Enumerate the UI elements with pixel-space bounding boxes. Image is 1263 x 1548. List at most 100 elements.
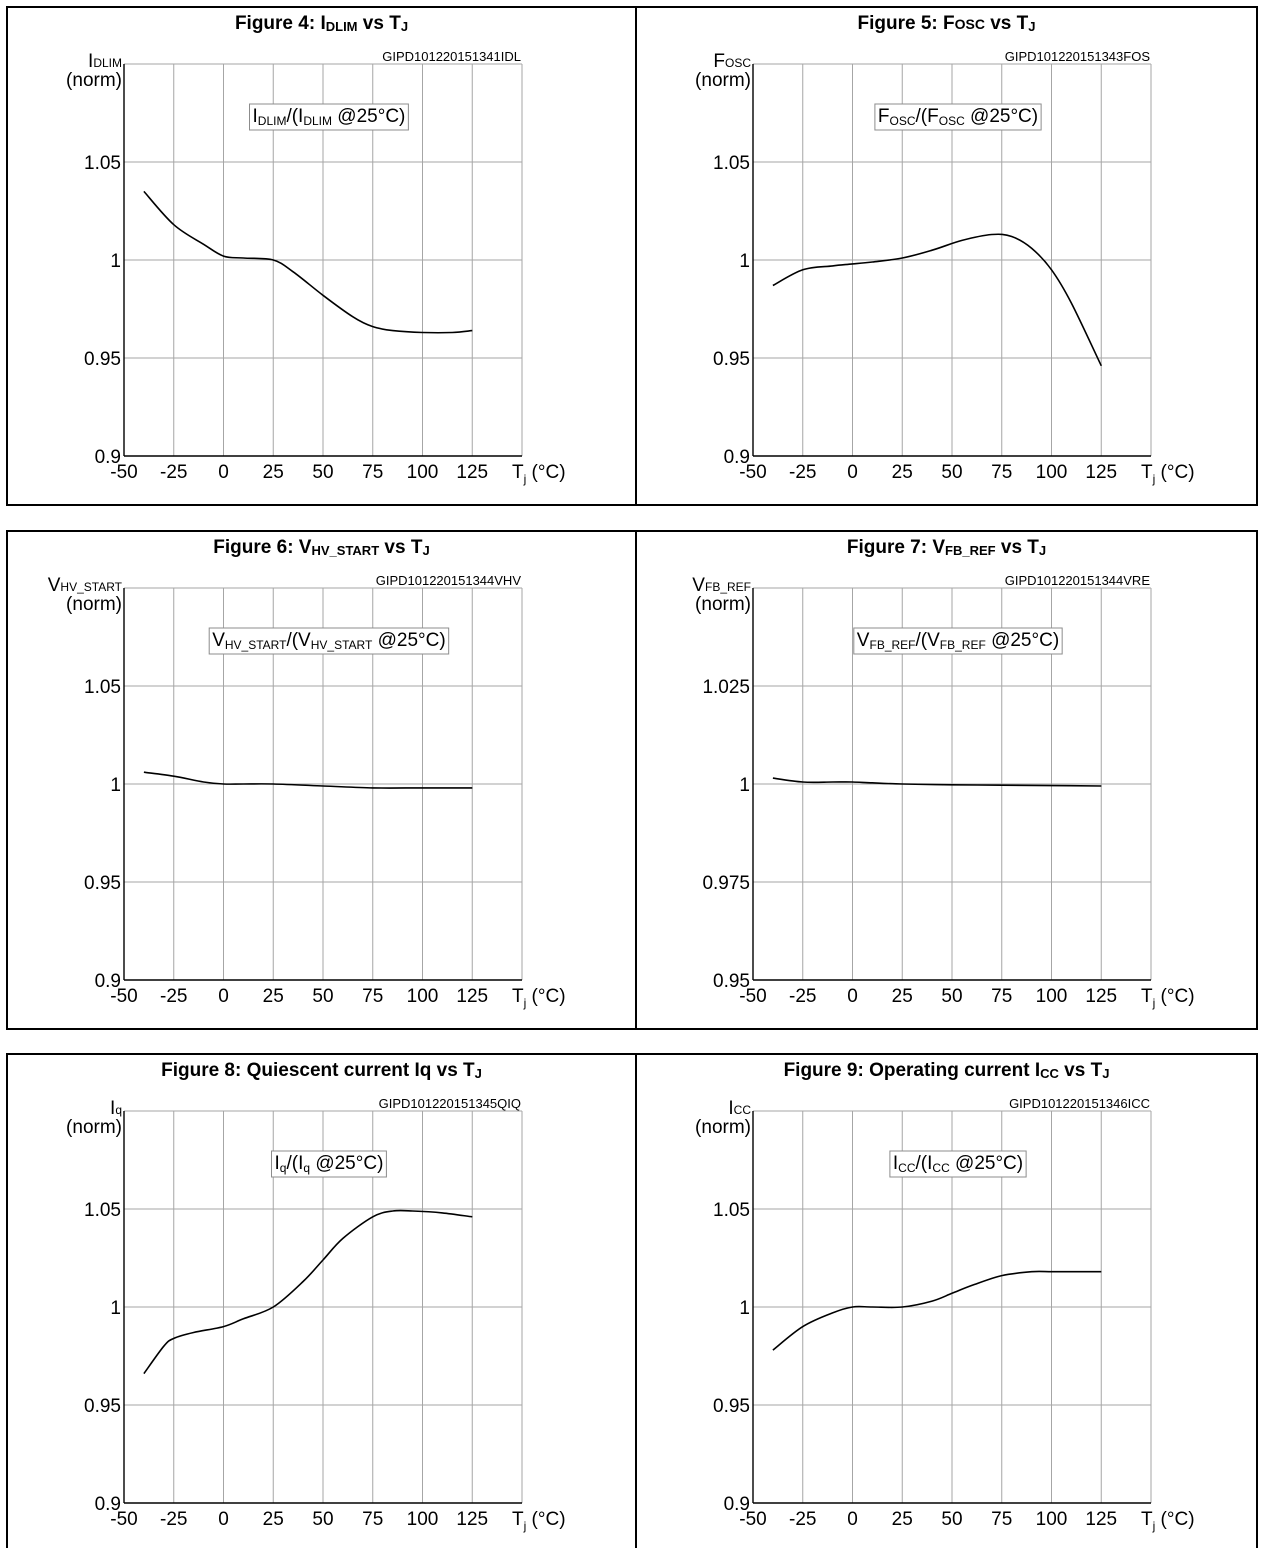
x-axis-unit-label: Tj (°C) — [512, 462, 566, 486]
y-axis-label: IDLIM — [88, 51, 122, 72]
legend-label: IDLIM/(IDLIM @25°C) — [253, 106, 406, 128]
x-tick-label: 100 — [407, 462, 439, 483]
y-tick-label: 0.95 — [84, 349, 121, 370]
figure-code-label: GIPD101220151343FOS — [1005, 49, 1151, 64]
x-tick-label: 50 — [941, 1509, 962, 1530]
y-tick-label: 0.975 — [702, 873, 750, 894]
y-tick-label: 1 — [110, 1298, 121, 1319]
y-tick-label: 1.05 — [84, 1200, 121, 1221]
figure-code-label: GIPD101220151346ICC — [1009, 1096, 1150, 1111]
y-axis-label: Iq — [110, 1098, 122, 1119]
x-tick-label: 0 — [218, 462, 229, 483]
legend-label: VHV_START/(VHV_START @25°C) — [212, 630, 445, 652]
y-tick-label: 0.9 — [724, 1494, 750, 1515]
x-tick-label: 25 — [263, 1509, 284, 1530]
legend-label: VFB_REF/(VFB_REF @25°C) — [857, 630, 1059, 652]
x-tick-label: -50 — [739, 462, 766, 483]
figure-title: Figure 6: VHV_START vs TJ — [213, 537, 430, 558]
x-axis-unit-label: Tj (°C) — [1141, 986, 1195, 1010]
series-line — [772, 777, 1102, 787]
series-line — [143, 190, 473, 334]
y-tick-label: 0.95 — [713, 971, 750, 992]
y-axis-norm-label: (norm) — [66, 70, 122, 91]
y-axis-label: VHV_START — [48, 575, 123, 596]
x-tick-label: 25 — [263, 462, 284, 483]
legend-box — [249, 103, 409, 131]
y-tick-label: 1.05 — [84, 153, 121, 174]
y-axis-label: FOSC — [713, 51, 751, 72]
series-line — [143, 771, 473, 789]
figure-code-label: GIPD101220151344VHV — [376, 573, 522, 588]
figure-8-panel: Figure 8: Quiescent current Iq vs TJ 0.9… — [6, 1053, 637, 1548]
figure-7-panel: Figure 7: VFB_REF vs TJ 0.95 0.975 1 1.025 -… — [635, 530, 1258, 1030]
figure-code-label: GIPD101220151345QIQ — [379, 1096, 521, 1111]
y-axis-label: ICC — [728, 1098, 751, 1119]
figure-code-label: GIPD101220151341IDL — [382, 49, 521, 64]
series-line — [772, 1270, 1102, 1351]
x-tick-label: 125 — [1085, 462, 1117, 483]
x-tick-label: 50 — [312, 462, 333, 483]
x-tick-label: 25 — [263, 986, 284, 1007]
x-tick-label: 75 — [362, 462, 383, 483]
x-tick-label: -50 — [110, 1509, 137, 1530]
figure-4-chart: 0.9 0.95 1 1.05 -50 -25 0 25 50 75 100 125 Tj (°C) ID… — [66, 49, 566, 486]
figure-8-chart: 0.9 0.95 1 1.05 -50 -25 0 25 50 75 100 125 Tj (°C) Iq… — [66, 1096, 566, 1533]
y-axis-label: VFB_REF — [692, 575, 751, 596]
figure-title: Figure 4: IDLIM vs TJ — [234, 13, 409, 34]
x-tick-label: 50 — [941, 462, 962, 483]
x-tick-label: 125 — [1085, 986, 1117, 1007]
y-tick-label: 0.9 — [724, 447, 750, 468]
y-tick-label: 1.05 — [713, 1200, 750, 1221]
y-axis-norm-label: (norm) — [66, 1117, 122, 1138]
figure-5-panel: Figure 5: FOSC vs TJ 0.9 0.95 1 1.05 -50 -25 0… — [635, 6, 1258, 506]
y-axis-norm-label: (norm) — [695, 1117, 751, 1138]
y-tick-label: 0.95 — [713, 349, 750, 370]
legend-box — [208, 627, 450, 655]
x-tick-label: -25 — [789, 1509, 816, 1530]
figure-title: Figure 8: Quiescent current Iq vs TJ — [161, 1060, 482, 1081]
x-tick-label: 50 — [312, 986, 333, 1007]
figure-title: Figure 5: FOSC vs TJ — [857, 13, 1036, 34]
x-tick-label: -50 — [110, 986, 137, 1007]
x-tick-label: 50 — [312, 1509, 333, 1530]
y-tick-label: 1 — [739, 1298, 750, 1319]
figure-4-panel: Figure 4: IDLIM vs TJ 0.9 0.95 1 1.05 -50 -25… — [6, 6, 637, 506]
x-tick-label: -25 — [160, 462, 187, 483]
y-axis-norm-label: (norm) — [66, 594, 122, 615]
y-tick-label: 0.9 — [95, 447, 121, 468]
legend-label: ICC/(ICC @25°C) — [893, 1153, 1023, 1175]
x-tick-label: 125 — [1085, 1509, 1117, 1530]
legend-box — [889, 1150, 1027, 1178]
x-tick-label: 100 — [407, 1509, 439, 1530]
x-tick-label: -50 — [110, 462, 137, 483]
legend-label: Iq/(Iq @25°C) — [275, 1153, 384, 1175]
y-tick-label: 0.9 — [95, 1494, 121, 1515]
x-tick-label: 50 — [941, 986, 962, 1007]
figure-7-chart: 0.95 0.975 1 1.025 -50 -25 0 25 50 75 100 125 Tj (°C… — [692, 573, 1195, 1010]
figure-title: Figure 9: Operating current ICC vs TJ — [783, 1060, 1110, 1081]
legend-box — [271, 1150, 387, 1178]
y-tick-label: 1 — [739, 251, 750, 272]
figure-6-chart: 0.9 0.95 1 1.05 -50 -25 0 25 50 75 100 125 Tj (°C) VH… — [48, 573, 566, 1010]
x-tick-label: 25 — [892, 1509, 913, 1530]
y-tick-label: 1.05 — [84, 677, 121, 698]
y-tick-label: 1.05 — [713, 153, 750, 174]
y-tick-label: 1.025 — [702, 677, 750, 698]
y-tick-label: 0.95 — [84, 873, 121, 894]
series-line — [772, 233, 1103, 367]
legend-box — [874, 103, 1042, 131]
figure-code-label: GIPD101220151344VRE — [1005, 573, 1151, 588]
x-tick-label: 100 — [1036, 986, 1068, 1007]
x-tick-label: 75 — [362, 986, 383, 1007]
series-line — [143, 1209, 473, 1375]
x-tick-label: -25 — [160, 1509, 187, 1530]
x-tick-label: 0 — [847, 1509, 858, 1530]
x-axis-unit-label: Tj (°C) — [512, 986, 566, 1010]
x-tick-label: 0 — [218, 986, 229, 1007]
figure-9-panel: Figure 9: Operating current ICC vs TJ 0.… — [635, 1053, 1258, 1548]
x-tick-label: 0 — [218, 1509, 229, 1530]
x-axis-unit-label: Tj (°C) — [1141, 1509, 1195, 1533]
x-tick-label: -25 — [160, 986, 187, 1007]
x-tick-label: -50 — [739, 986, 766, 1007]
x-tick-label: 100 — [407, 986, 439, 1007]
